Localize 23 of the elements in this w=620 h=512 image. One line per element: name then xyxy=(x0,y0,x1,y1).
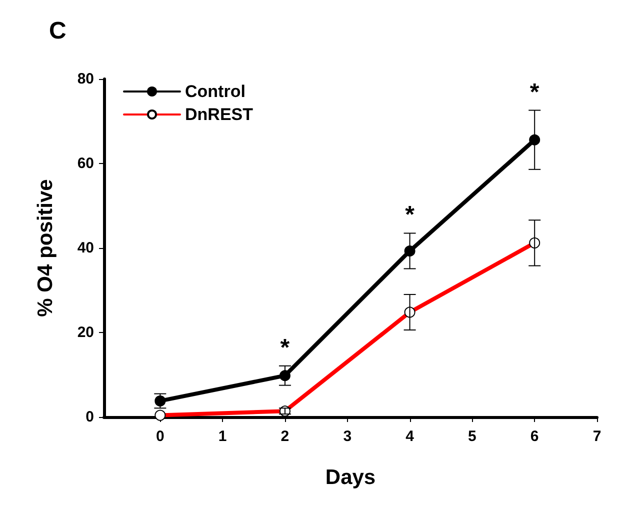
chart-title: C xyxy=(49,18,66,44)
legend-label: Control xyxy=(185,82,246,101)
x-tick-label: 3 xyxy=(343,428,352,445)
y-tick-label: 0 xyxy=(86,408,94,426)
annotation: * xyxy=(530,78,540,106)
y-tick-label: 80 xyxy=(77,70,94,88)
x-tick-label: 7 xyxy=(592,428,602,445)
x-tick-label: 2 xyxy=(280,428,290,445)
y-tick-label: 40 xyxy=(77,240,94,256)
x-tick-label: 0 xyxy=(156,428,164,445)
x-axis-title: Days xyxy=(325,466,376,489)
x-tick-label: 1 xyxy=(218,428,227,445)
y-tick-label: 20 xyxy=(77,324,94,341)
point xyxy=(279,370,290,382)
annotation: * xyxy=(280,334,290,362)
x-tick-label: 4 xyxy=(406,428,415,445)
legend-label: DnREST xyxy=(185,105,254,124)
point xyxy=(529,134,540,146)
x-tick-label: 5 xyxy=(468,428,476,445)
y-axis-title: % O4 positive xyxy=(34,179,57,317)
annotation: * xyxy=(405,202,416,229)
y-tick-label: 60 xyxy=(77,155,94,172)
x-tick-label: 6 xyxy=(530,428,539,445)
